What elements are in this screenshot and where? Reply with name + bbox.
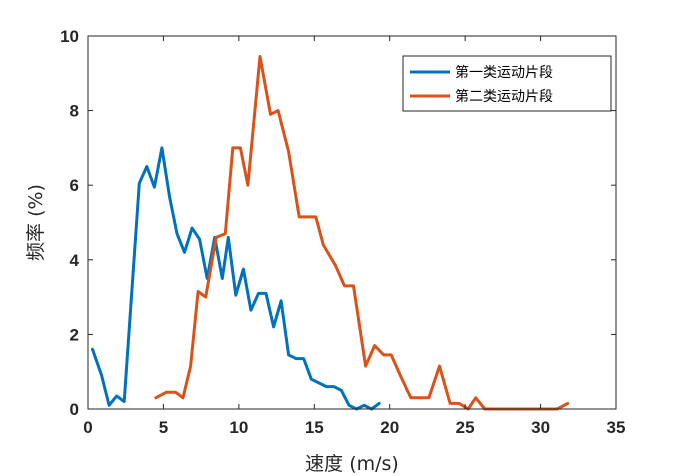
x-tick-label: 0 [83, 418, 92, 437]
ticks-layer: 0 5 10 15 20 25 30 35 0 2 4 6 8 10 [60, 27, 625, 437]
x-tick-label: 25 [456, 418, 475, 437]
y-tick-label: 10 [60, 27, 79, 46]
axes-layer [87, 35, 617, 410]
x-tick-label: 5 [159, 418, 168, 437]
y-axis-title: 频率 (%) [25, 184, 47, 261]
legend-label-2: 第二类运动片段 [455, 88, 553, 105]
y-tick-label: 0 [70, 400, 79, 419]
y-tick-label: 4 [70, 251, 80, 270]
legend-box [402, 55, 612, 112]
x-tick-label: 15 [305, 418, 324, 437]
y-tick-label: 8 [70, 102, 79, 121]
x-tick-label: 30 [531, 418, 550, 437]
x-tick-label: 35 [607, 418, 626, 437]
x-axis-title: 速度 (m/s) [305, 453, 399, 475]
x-tick-label: 10 [229, 418, 248, 437]
legend-label-1: 第一类运动片段 [455, 64, 553, 81]
axes-box [87, 35, 617, 410]
series-line-1 [91, 146, 381, 411]
y-tick-label: 2 [70, 325, 79, 344]
x-tick-label: 20 [380, 418, 399, 437]
y-tick-label: 6 [70, 176, 79, 195]
